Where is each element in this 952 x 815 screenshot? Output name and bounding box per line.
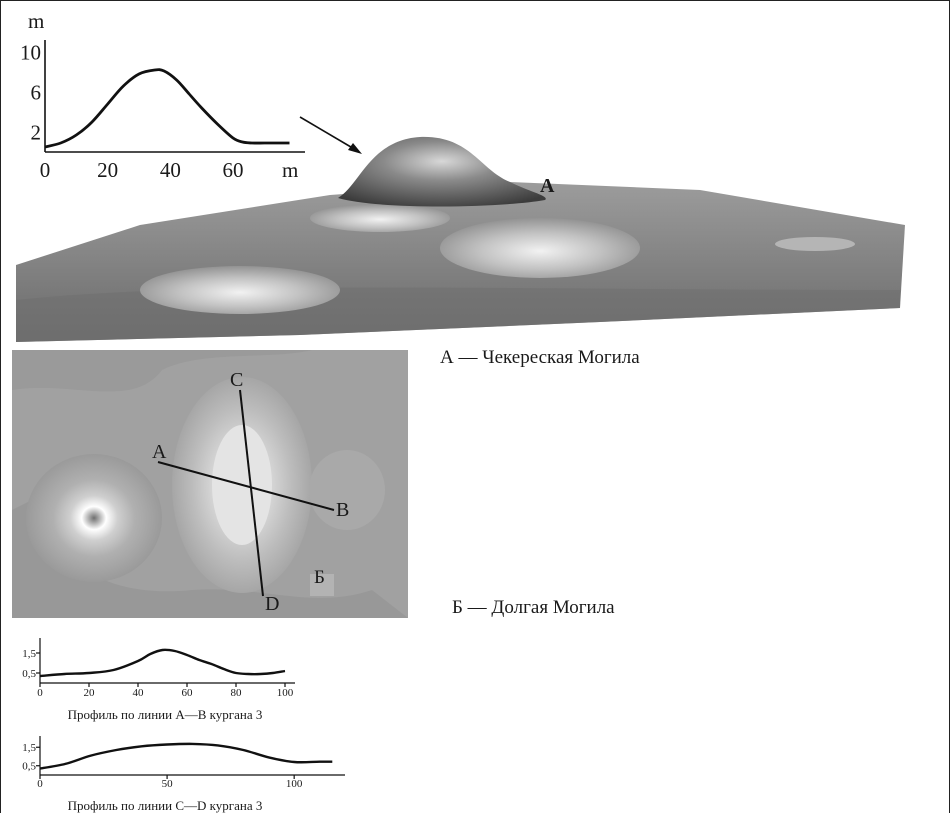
arrow-head-icon bbox=[348, 143, 362, 154]
pointer-arrow bbox=[299, 116, 357, 151]
terrain-3d-view: A bbox=[16, 116, 905, 342]
mound-c bbox=[140, 266, 340, 314]
contour-map: A B C D Б bbox=[12, 350, 408, 618]
map-square bbox=[310, 574, 334, 596]
map-label-d: D bbox=[265, 593, 279, 615]
main-x-tick-label: 60 bbox=[223, 158, 244, 182]
mound-low bbox=[310, 204, 450, 232]
profile-ab-line bbox=[39, 648, 286, 678]
ab-x-tick-label: 80 bbox=[231, 687, 243, 699]
main-y-tick-label: 10 bbox=[20, 40, 41, 64]
profile-cd-caption: Профиль по линии C—D кургана 3 bbox=[68, 798, 263, 813]
main-profile-line bbox=[44, 68, 290, 149]
y-axis-unit: m bbox=[28, 9, 44, 33]
mound-a bbox=[338, 136, 546, 207]
map-label-b: B bbox=[336, 499, 349, 521]
section-line-ab bbox=[157, 461, 335, 511]
profile-chart-ab: 0 20 40 60 80 100 0,5 1,5 Профиль по линии A—B … bbox=[22, 638, 295, 722]
ab-x-tick-label: 100 bbox=[277, 687, 294, 699]
profile-ab-caption: Профиль по линии A—B кургана 3 bbox=[68, 707, 263, 722]
main-y-tick-label: 6 bbox=[31, 80, 42, 104]
cd-y-tick-label: 1,5 bbox=[22, 742, 36, 754]
profile-chart-main: m 0 20 40 60 2 6 10 m bbox=[20, 9, 305, 182]
main-y-tick-label: 2 bbox=[31, 120, 42, 144]
map-label-c: C bbox=[230, 369, 243, 391]
ab-x-tick-label: 0 bbox=[37, 687, 43, 699]
main-x-tick-label: 0 bbox=[40, 158, 51, 182]
main-x-tick-label: 20 bbox=[97, 158, 118, 182]
mound-b bbox=[440, 218, 640, 278]
ab-x-tick-label: 60 bbox=[182, 687, 194, 699]
caption-b: Б — Долгая Могила bbox=[452, 597, 615, 618]
cd-x-tick-label: 0 bbox=[37, 778, 43, 790]
ab-y-tick-label: 0,5 bbox=[22, 668, 36, 680]
ab-x-tick-label: 40 bbox=[133, 687, 145, 699]
section-line-cd bbox=[239, 389, 264, 597]
profile-chart-cd: 0 50 100 0,5 1,5 Профиль по линии C—D курган… bbox=[22, 736, 345, 813]
cd-x-tick-label: 50 bbox=[162, 778, 174, 790]
label-a-3d: A bbox=[540, 175, 555, 197]
ab-y-tick-label: 1,5 bbox=[22, 648, 36, 660]
x-axis-unit: m bbox=[282, 158, 298, 182]
caption-a: А — Чекереская Могила bbox=[440, 347, 640, 368]
cd-y-tick-label: 0,5 bbox=[22, 761, 36, 773]
main-x-tick-label: 40 bbox=[160, 158, 181, 182]
mound-far bbox=[775, 237, 855, 251]
map-label-b-cyr: Б bbox=[314, 567, 325, 588]
profile-cd-line bbox=[39, 742, 333, 770]
ab-x-tick-label: 20 bbox=[84, 687, 96, 699]
map-label-a: A bbox=[152, 441, 167, 463]
cd-x-tick-label: 100 bbox=[286, 778, 303, 790]
